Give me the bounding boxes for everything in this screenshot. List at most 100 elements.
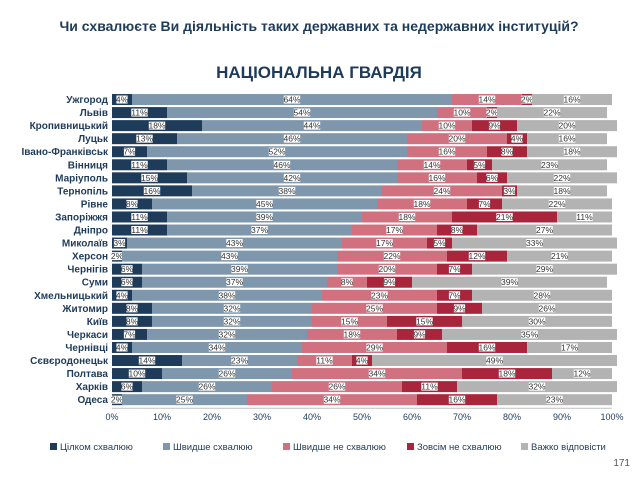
data-label-box xyxy=(176,395,193,404)
data-label-box xyxy=(536,265,553,274)
data-label: 64% xyxy=(283,95,300,105)
data-label-box xyxy=(478,199,491,208)
x-tick-label: 70% xyxy=(453,412,471,422)
data-label-box xyxy=(293,108,311,117)
data-label-box xyxy=(503,186,516,195)
data-label: 20% xyxy=(378,264,395,274)
data-label: 38% xyxy=(218,290,235,300)
data-label: 16% xyxy=(428,173,445,183)
data-label-box xyxy=(198,382,216,391)
data-label-box xyxy=(473,160,486,169)
data-label: 34% xyxy=(368,369,385,379)
data-label-box xyxy=(128,369,146,378)
data-label: 28% xyxy=(533,290,550,300)
data-label-box xyxy=(226,278,243,287)
data-label: 6% xyxy=(121,264,134,274)
category-label: Івано-Франківськ xyxy=(22,147,109,158)
data-label: 37% xyxy=(251,225,268,235)
data-label: 9% xyxy=(383,277,396,287)
data-label: 52% xyxy=(268,147,285,157)
x-tick-label: 90% xyxy=(553,412,571,422)
data-label-box xyxy=(413,330,426,339)
data-label-box xyxy=(526,239,543,248)
legend-label: Швидше не схвалюю xyxy=(293,442,386,453)
category-label: Чернігів xyxy=(67,265,108,276)
category-label: Чернівці xyxy=(65,343,108,354)
data-label-box xyxy=(448,265,461,274)
category-label: Хмельницький xyxy=(34,291,108,302)
data-label-box xyxy=(121,382,133,391)
data-label: 10% xyxy=(438,121,455,131)
x-tick-label: 30% xyxy=(253,412,271,422)
category-label: Київ xyxy=(87,317,108,328)
data-label: 9% xyxy=(453,303,466,313)
data-label: 29% xyxy=(536,264,553,274)
data-label: 7% xyxy=(478,199,491,209)
data-label: 54% xyxy=(293,108,310,118)
data-label-box xyxy=(478,95,496,104)
data-label-box xyxy=(356,356,368,365)
data-label: 11% xyxy=(131,212,148,222)
data-label-box xyxy=(486,108,498,117)
data-label: 14% xyxy=(423,160,440,170)
data-label: 21% xyxy=(496,212,513,222)
x-tick-label: 0% xyxy=(105,412,118,422)
data-label-box xyxy=(486,356,503,365)
data-label-box xyxy=(316,356,333,365)
data-label: 2% xyxy=(486,108,499,118)
data-label: 11% xyxy=(131,108,148,118)
data-label-box xyxy=(468,252,486,261)
data-label: 23% xyxy=(231,356,248,366)
data-label: 6% xyxy=(121,277,134,287)
data-label-box xyxy=(563,95,581,104)
data-label: 22% xyxy=(383,251,400,261)
data-label-box xyxy=(218,330,236,339)
data-label-box xyxy=(558,121,576,130)
data-label-box xyxy=(521,95,533,104)
data-label: 46% xyxy=(283,134,300,144)
data-label-box xyxy=(548,199,566,208)
data-label: 15% xyxy=(141,173,158,183)
data-label: 39% xyxy=(256,212,273,222)
data-label: 11% xyxy=(131,225,148,235)
data-label: 9% xyxy=(488,121,501,131)
data-label-box xyxy=(538,304,556,313)
category-label: Полтава xyxy=(67,369,109,380)
data-label-box xyxy=(368,369,386,378)
legend-swatch xyxy=(521,443,528,450)
data-label: 35% xyxy=(521,329,538,339)
data-label-box xyxy=(131,212,148,221)
data-label-box xyxy=(428,173,446,182)
data-label-box xyxy=(448,291,461,300)
x-tick-label: 10% xyxy=(153,412,171,422)
data-label: 29% xyxy=(366,342,383,352)
data-label: 20% xyxy=(558,121,575,131)
data-label-box xyxy=(126,317,138,326)
x-tick-label: 100% xyxy=(600,412,623,422)
data-label-box xyxy=(123,147,136,156)
data-label-box xyxy=(496,212,513,221)
category-label: Одеса xyxy=(77,395,108,406)
data-label: 6% xyxy=(121,382,134,392)
data-label: 30% xyxy=(528,316,545,326)
data-label-box xyxy=(341,317,358,326)
data-label: 6% xyxy=(486,173,499,183)
data-label: 11% xyxy=(421,382,438,392)
data-label: 8% xyxy=(451,225,464,235)
data-label-box xyxy=(121,278,133,287)
data-label-box xyxy=(138,356,156,365)
data-label-box xyxy=(343,330,361,339)
data-label: 26% xyxy=(328,382,345,392)
data-label: 7% xyxy=(448,264,461,274)
data-label: 7% xyxy=(123,147,136,157)
category-label: Львів xyxy=(80,108,108,119)
data-label-box xyxy=(278,186,296,195)
data-label: 16% xyxy=(143,186,160,196)
data-label: 2% xyxy=(111,251,124,261)
data-label-box xyxy=(121,265,133,274)
data-label-box xyxy=(536,226,553,235)
data-label: 22% xyxy=(548,199,565,209)
data-label: 18% xyxy=(413,199,430,209)
data-label: 16% xyxy=(438,147,455,157)
